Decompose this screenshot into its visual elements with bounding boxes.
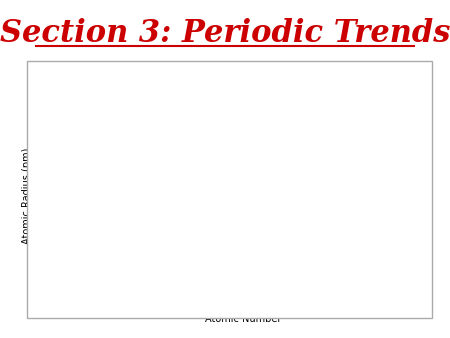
Y-axis label: Atomic Radius (pm): Atomic Radius (pm): [22, 148, 32, 244]
Title: Atomic Radius as a Function of Atomic Number: Atomic Radius as a Function of Atomic Nu…: [96, 82, 390, 95]
X-axis label: Atomic Number: Atomic Number: [205, 314, 281, 324]
Text: Section 3: Periodic Trends: Section 3: Periodic Trends: [0, 18, 450, 49]
